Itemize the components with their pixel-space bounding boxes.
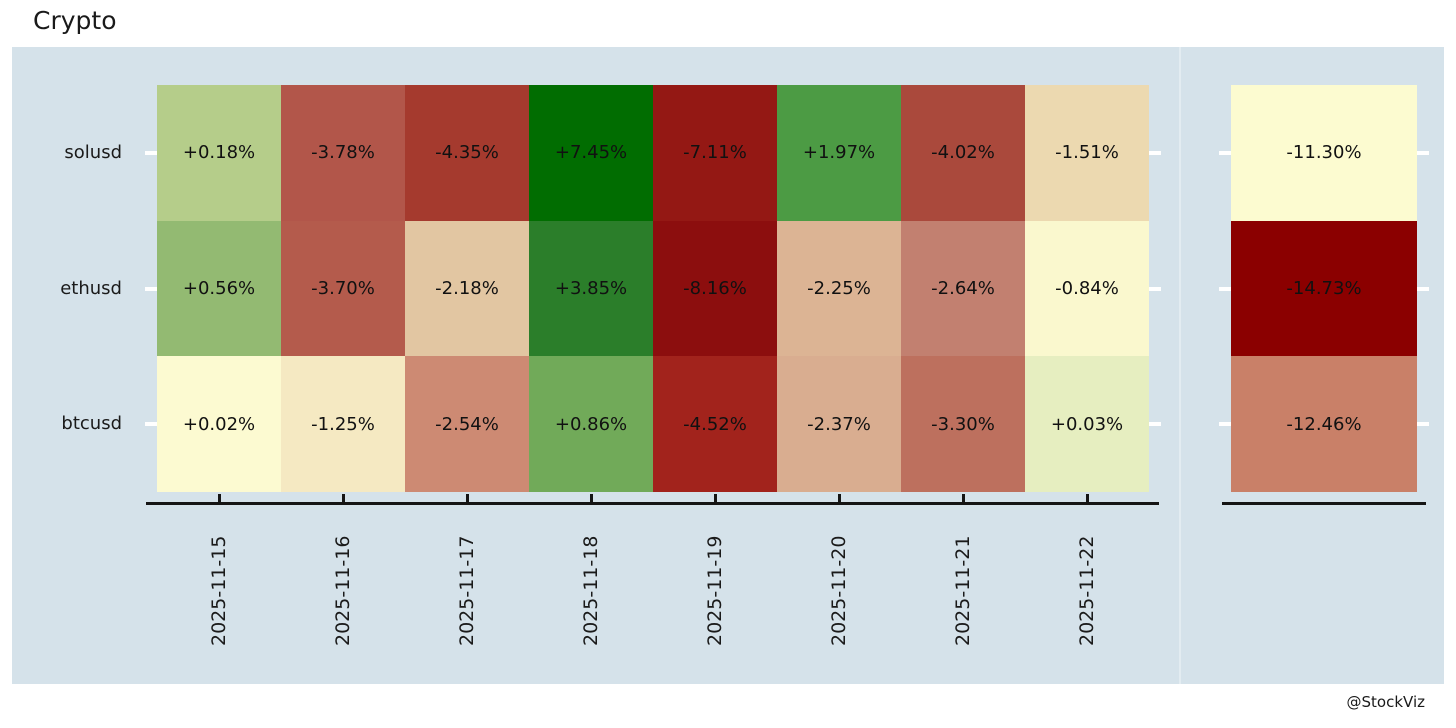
row-tick [1219, 150, 1231, 155]
heatmap-cell-btcusd-2025-11-15: +0.02% [157, 356, 281, 492]
row-tick [1149, 150, 1161, 155]
heatmap-cell-solusd-2025-11-22: -1.51% [1025, 85, 1149, 221]
total-cell-btcusd: -12.46% [1231, 356, 1417, 492]
heatmap-cell-ethusd-2025-11-21: -2.64% [901, 220, 1025, 357]
row-tick [1417, 422, 1429, 427]
date-label-2025-11-16: 2025-11-16 [332, 535, 354, 646]
heatmap-cell-ethusd-2025-11-17: -2.18% [405, 220, 529, 357]
row-tick [1417, 286, 1429, 291]
heatmap-cell-ethusd-2025-11-16: -3.70% [281, 220, 405, 357]
total-cell-solusd: -11.30% [1231, 85, 1417, 221]
x-axis-line-total [1222, 502, 1426, 505]
heatmap-cell-btcusd-2025-11-22: +0.03% [1025, 356, 1149, 492]
row-tick [1149, 422, 1161, 427]
heatmap-cell-ethusd-2025-11-19: -8.16% [653, 220, 777, 357]
row-tick [1417, 150, 1429, 155]
date-label-2025-11-18: 2025-11-18 [580, 535, 602, 646]
row-label-solusd: solusd [64, 141, 122, 163]
cumulative-returns-heatmap: -11.30% -14.73% -12.46% [1231, 85, 1417, 492]
heatmap-cell-solusd-2025-11-21: -4.02% [901, 85, 1025, 221]
heatmap-cell-solusd-2025-11-19: -7.11% [653, 85, 777, 221]
x-axis-tick [341, 494, 345, 503]
date-label-2025-11-22: 2025-11-22 [1076, 535, 1098, 646]
heatmap-cell-solusd-2025-11-20: +1.97% [777, 85, 901, 221]
date-label-2025-11-19: 2025-11-19 [704, 535, 726, 646]
x-axis-tick [713, 494, 717, 503]
heatmap-cell-solusd-2025-11-16: -3.78% [281, 85, 405, 221]
heatmap-cell-btcusd-2025-11-21: -3.30% [901, 356, 1025, 492]
date-label-2025-11-15: 2025-11-15 [208, 535, 230, 646]
date-label-2025-11-20: 2025-11-20 [828, 535, 850, 646]
row-label-btcusd: btcusd [61, 413, 122, 435]
total-cell-ethusd: -14.73% [1231, 220, 1417, 357]
heatmap-cell-ethusd-2025-11-15: +0.56% [157, 220, 281, 357]
heatmap-cell-btcusd-2025-11-18: +0.86% [529, 356, 653, 492]
heatmap-cell-ethusd-2025-11-20: -2.25% [777, 220, 901, 357]
panel-separator [1179, 47, 1181, 684]
attribution-watermark: @StockViz [1346, 693, 1426, 711]
date-label-2025-11-21: 2025-11-21 [952, 535, 974, 646]
row-tick [1149, 286, 1161, 291]
heatmap-cell-btcusd-2025-11-16: -1.25% [281, 356, 405, 492]
heatmap-cell-solusd-2025-11-17: -4.35% [405, 85, 529, 221]
heatmap-cell-btcusd-2025-11-20: -2.37% [777, 356, 901, 492]
daily-returns-heatmap: +0.18% -3.78% -4.35% +7.45% -7.11% +1.97% -4.0… [157, 85, 1149, 492]
x-axis-tick [465, 494, 469, 503]
heatmap-cell-btcusd-2025-11-17: -2.54% [405, 356, 529, 492]
row-tick [1219, 286, 1231, 291]
x-axis-line-main [146, 502, 1159, 505]
row-tick [145, 150, 157, 155]
chart-title: Crypto [33, 6, 117, 35]
row-tick [145, 422, 157, 427]
date-label-2025-11-17: 2025-11-17 [456, 535, 478, 646]
heatmap-cell-ethusd-2025-11-22: -0.84% [1025, 220, 1149, 357]
x-axis-tick [961, 494, 965, 503]
heatmap-cell-ethusd-2025-11-18: +3.85% [529, 220, 653, 357]
x-axis-tick [1085, 494, 1089, 503]
x-axis-tick [837, 494, 841, 503]
x-axis-tick [589, 494, 593, 503]
row-tick [1219, 422, 1231, 427]
row-tick [145, 286, 157, 291]
x-axis-tick [217, 494, 221, 503]
heatmap-cell-solusd-2025-11-15: +0.18% [157, 85, 281, 221]
row-label-ethusd: ethusd [60, 277, 122, 299]
heatmap-cell-btcusd-2025-11-19: -4.52% [653, 356, 777, 492]
heatmap-cell-solusd-2025-11-18: +7.45% [529, 85, 653, 221]
